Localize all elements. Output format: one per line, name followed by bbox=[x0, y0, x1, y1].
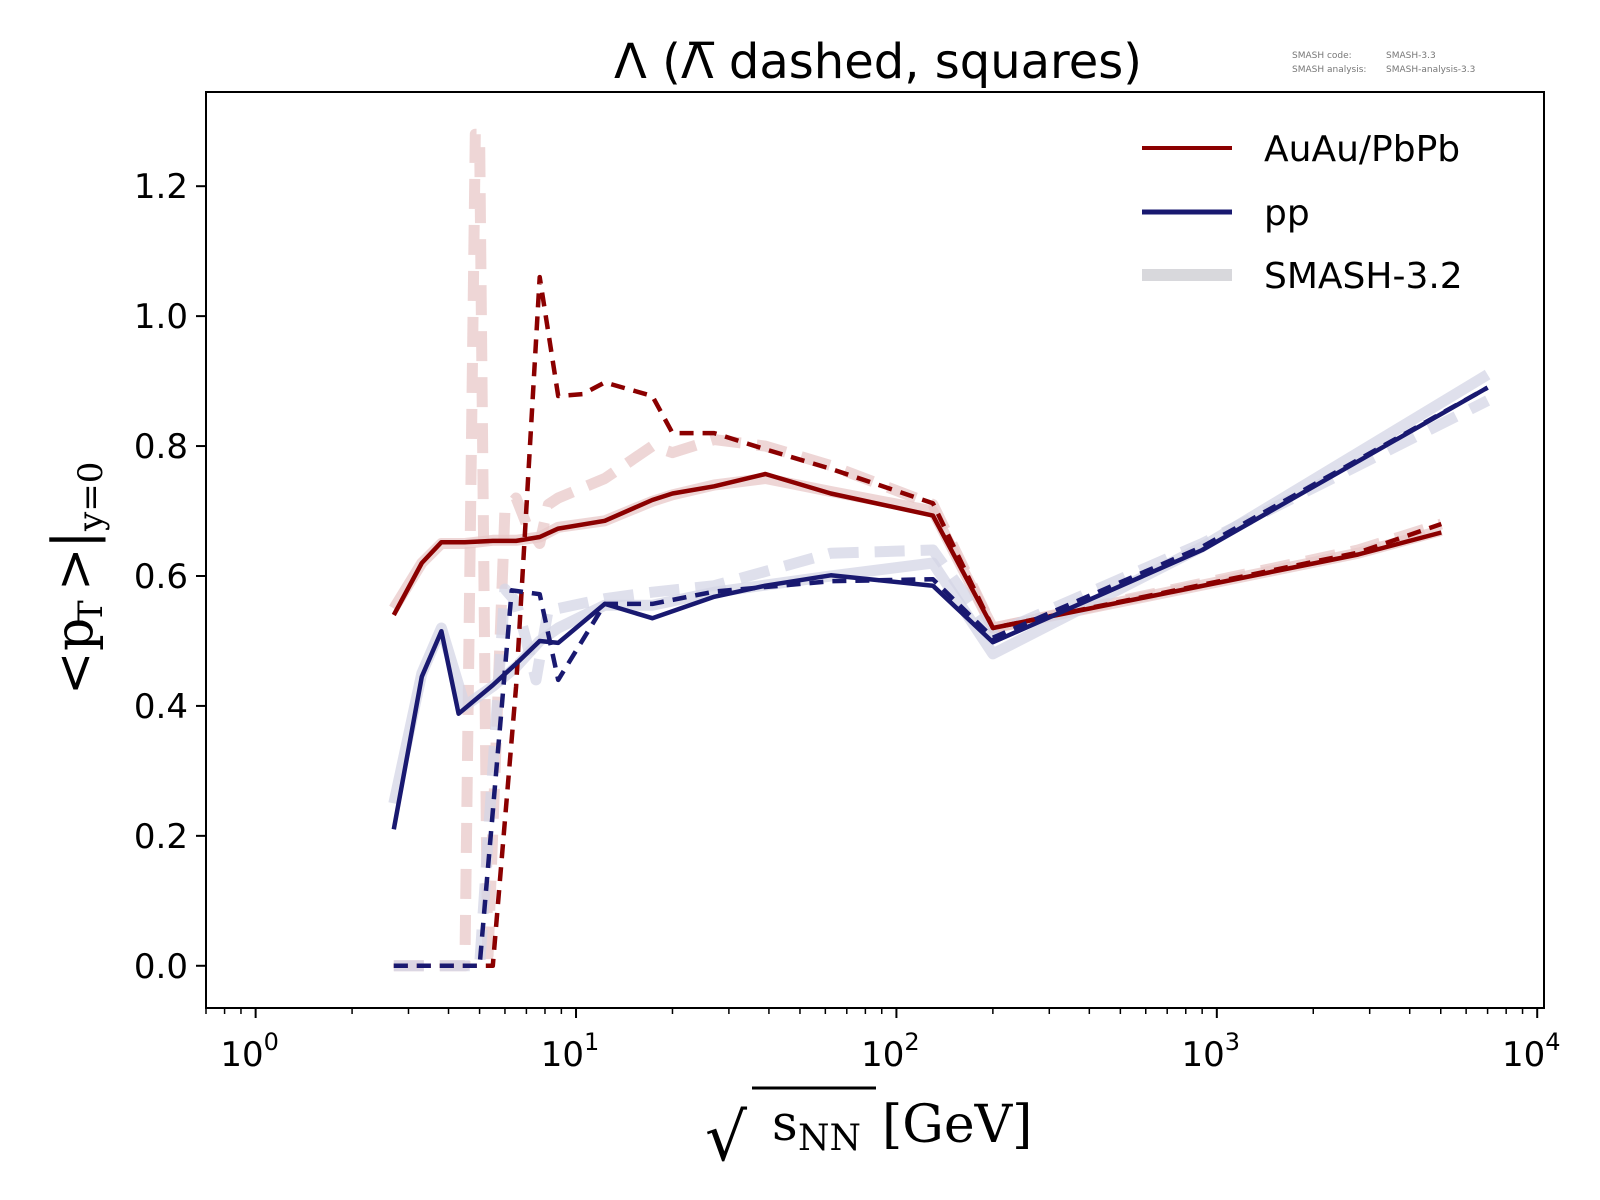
x-tick-label-1: 101 bbox=[541, 1028, 600, 1075]
y-tick-label-5: 1.0 bbox=[134, 297, 188, 337]
x-tick-exponent-2: 2 bbox=[904, 1028, 919, 1056]
x-tick-label-2: 102 bbox=[861, 1028, 920, 1075]
plot-frame bbox=[205, 91, 1545, 1009]
x-tick-exponent-4: 4 bbox=[1545, 1028, 1560, 1056]
legend-label-auau: AuAu/PbPb bbox=[1264, 129, 1460, 170]
ylabel-bar: | bbox=[41, 530, 106, 549]
legend-label-pp: pp bbox=[1264, 193, 1310, 234]
x-axis-label: √ s NN [GeV] bbox=[705, 1086, 1032, 1176]
credit-code-label: SMASH code: bbox=[1292, 51, 1352, 61]
legend: AuAu/PbPb pp SMASH-3.2 bbox=[1142, 129, 1463, 297]
series-line-5 bbox=[393, 274, 1443, 969]
y-tick-label-4: 0.8 bbox=[134, 427, 188, 467]
y-tick-label-1: 0.2 bbox=[134, 817, 188, 857]
x-tick-label-3: 103 bbox=[1182, 1028, 1241, 1075]
xlabel-s: s bbox=[772, 1094, 798, 1152]
x-tick-label-4: 104 bbox=[1502, 1028, 1561, 1075]
ylabel-lt: < bbox=[45, 651, 105, 695]
x-tick-exponent-0: 0 bbox=[264, 1028, 279, 1056]
ylabel-p: p bbox=[45, 618, 105, 651]
ylabel-sub: T bbox=[71, 600, 111, 623]
series-line-7 bbox=[393, 385, 1489, 969]
legend-label-smash: SMASH-3.2 bbox=[1264, 256, 1463, 297]
x-tick-label-0: 100 bbox=[220, 1028, 279, 1075]
y-tick-label-6: 1.2 bbox=[134, 167, 188, 207]
y-tick-label-0: 0.0 bbox=[134, 947, 188, 987]
series-layer bbox=[388, 128, 1491, 972]
y-tick-label-3: 0.6 bbox=[134, 557, 188, 597]
x-tick-exponent-1: 1 bbox=[584, 1028, 599, 1056]
xlabel-unit: [GeV] bbox=[882, 1095, 1032, 1155]
series-line-4 bbox=[391, 471, 1442, 631]
xlabel-sub: NN bbox=[798, 1118, 861, 1159]
credit-analysis-label: SMASH analysis: bbox=[1292, 65, 1366, 75]
ylabel-gt: > bbox=[45, 547, 105, 591]
x-tick-exponent-3: 3 bbox=[1225, 1028, 1240, 1056]
credit-analysis-value: SMASH-analysis-3.3 bbox=[1386, 65, 1475, 75]
credit-code-value: SMASH-3.3 bbox=[1386, 51, 1436, 61]
xlabel-root: √ bbox=[705, 1099, 748, 1176]
chart-title: Λ (Λ̅ dashed, squares) bbox=[614, 34, 1142, 90]
ylabel-ysub: y=0 bbox=[71, 462, 111, 532]
y-tick-label-2: 0.4 bbox=[134, 687, 188, 727]
series-line-3 bbox=[393, 395, 1491, 972]
y-axis-label: < p T > | y=0 bbox=[41, 462, 111, 695]
